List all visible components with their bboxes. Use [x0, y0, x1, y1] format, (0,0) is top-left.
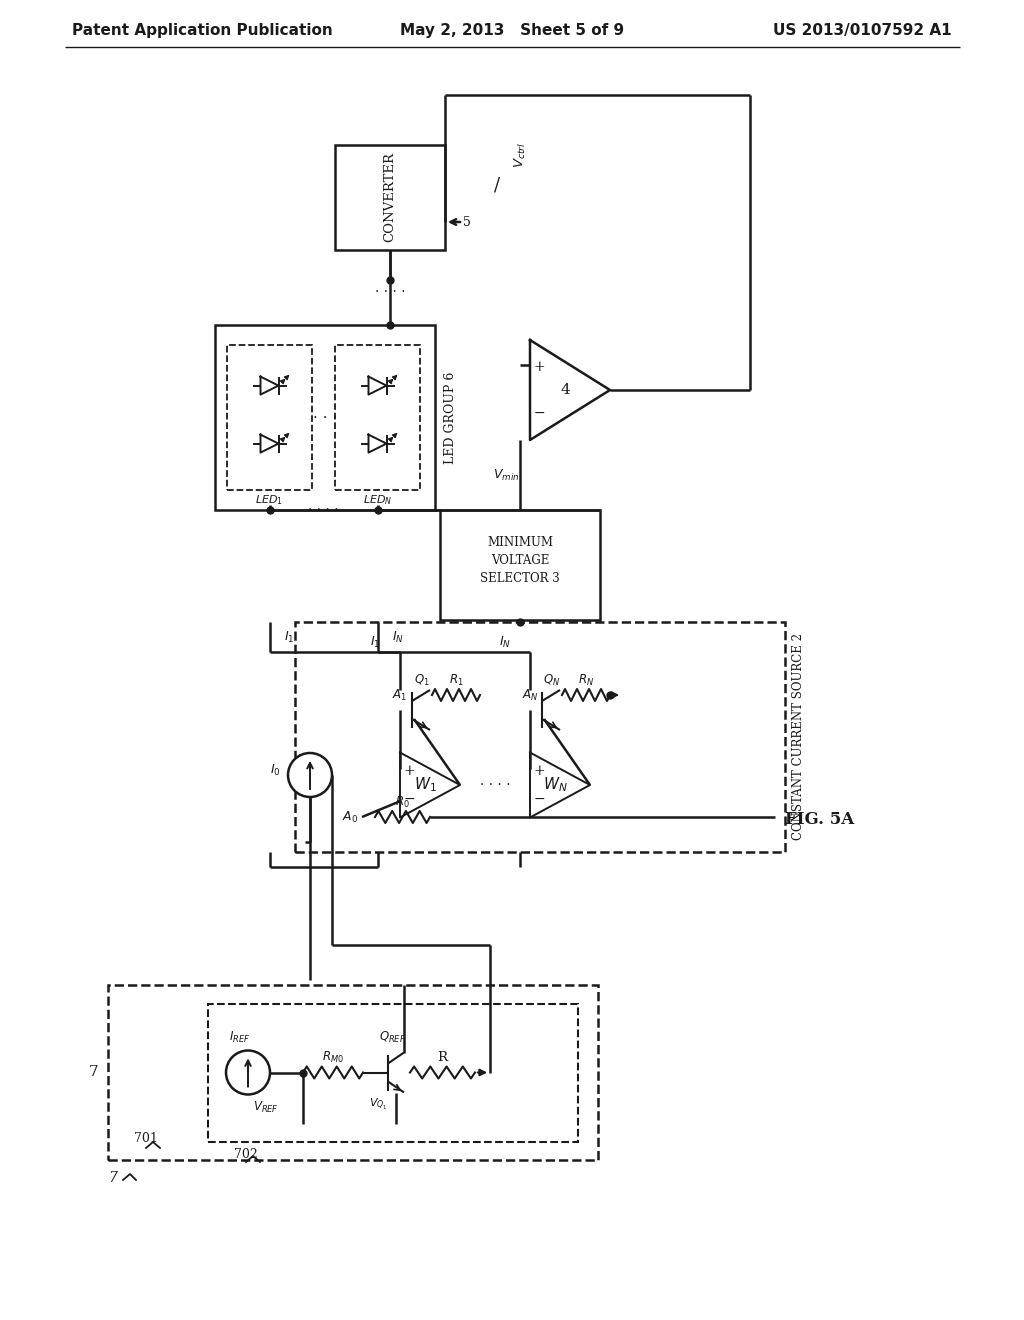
Text: $Q_N$: $Q_N$: [544, 672, 560, 688]
Text: · · · ·: · · · ·: [375, 285, 406, 300]
Text: · · · ·: · · · ·: [308, 503, 339, 517]
Text: 4: 4: [560, 383, 570, 397]
Text: $A_N$: $A_N$: [521, 688, 539, 702]
Text: May 2, 2013   Sheet 5 of 9: May 2, 2013 Sheet 5 of 9: [400, 22, 624, 37]
Text: MINIMUM: MINIMUM: [487, 536, 553, 549]
Text: $A_0$: $A_0$: [342, 809, 358, 825]
Text: CONVERTER: CONVERTER: [384, 153, 396, 243]
Text: $I_N$: $I_N$: [499, 635, 511, 649]
Text: · · ·: · · ·: [312, 411, 337, 425]
Bar: [108, 985, 598, 1160]
Bar: [227, 345, 312, 490]
Text: $LED_1$: $LED_1$: [255, 494, 284, 507]
Bar: [295, 622, 785, 851]
Text: $W_N$: $W_N$: [543, 776, 567, 795]
Bar: [335, 345, 420, 490]
Bar: [215, 325, 435, 510]
Text: · · · ·: · · · ·: [479, 777, 510, 792]
Bar: [208, 1005, 578, 1142]
Text: $V_{Q_1}$: $V_{Q_1}$: [369, 1097, 387, 1111]
Text: LED GROUP 6: LED GROUP 6: [443, 371, 457, 463]
Text: $W_1$: $W_1$: [414, 776, 436, 795]
Text: $Q_1$: $Q_1$: [414, 672, 430, 688]
Text: $I_0$: $I_0$: [269, 763, 281, 777]
Text: $V_{REF}$: $V_{REF}$: [253, 1100, 279, 1115]
Text: $V_{min}$: $V_{min}$: [493, 467, 519, 483]
Text: FIG. 5A: FIG. 5A: [785, 812, 855, 829]
Text: $I_1$: $I_1$: [285, 630, 295, 644]
Text: 7: 7: [109, 1171, 118, 1185]
Text: CONSTANT CURRENT SOURCE 2: CONSTANT CURRENT SOURCE 2: [793, 634, 806, 841]
Text: −: −: [534, 792, 545, 807]
Text: $I_1$: $I_1$: [370, 635, 380, 649]
Text: $R_N$: $R_N$: [578, 672, 594, 688]
Text: +: +: [534, 764, 545, 777]
Text: $A_1$: $A_1$: [392, 688, 408, 702]
Polygon shape: [530, 752, 590, 817]
Text: +: +: [403, 764, 415, 777]
Circle shape: [226, 1051, 270, 1094]
Text: −: −: [534, 407, 545, 420]
Text: $I_N$: $I_N$: [391, 630, 403, 644]
Text: $R_{M0}$: $R_{M0}$: [323, 1049, 344, 1065]
Text: SELECTOR 3: SELECTOR 3: [480, 573, 560, 586]
Bar: [335, 145, 445, 249]
Text: /: /: [494, 176, 500, 194]
Text: $LED_N$: $LED_N$: [362, 494, 392, 507]
Text: $R_0$: $R_0$: [394, 795, 410, 809]
Bar: [440, 510, 600, 620]
Polygon shape: [400, 752, 460, 817]
Text: Patent Application Publication: Patent Application Publication: [72, 22, 333, 37]
Text: 701: 701: [134, 1131, 158, 1144]
Text: $Q_{REF}$: $Q_{REF}$: [380, 1030, 407, 1045]
Text: US 2013/0107592 A1: US 2013/0107592 A1: [773, 22, 952, 37]
Text: 702: 702: [234, 1147, 258, 1160]
Text: 5: 5: [463, 215, 471, 228]
Circle shape: [288, 752, 332, 797]
Text: 7: 7: [89, 1065, 98, 1080]
Text: $I_{REF}$: $I_{REF}$: [229, 1030, 251, 1045]
Text: $V_{ctrl}$: $V_{ctrl}$: [512, 143, 527, 168]
Text: VOLTAGE: VOLTAGE: [490, 553, 549, 566]
Text: $R_1$: $R_1$: [449, 672, 463, 688]
Text: −: −: [403, 792, 415, 807]
Text: +: +: [534, 360, 545, 374]
Text: R: R: [437, 1051, 447, 1064]
Polygon shape: [530, 341, 610, 440]
